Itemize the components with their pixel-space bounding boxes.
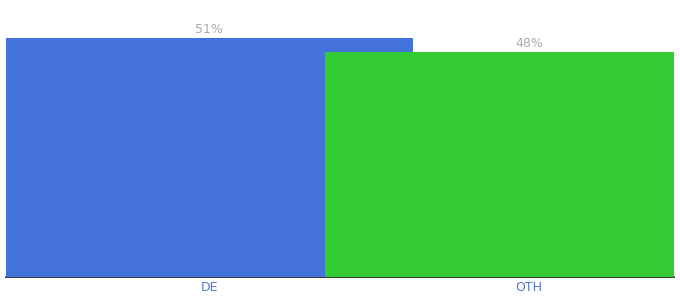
Bar xyxy=(326,52,680,277)
Text: 51%: 51% xyxy=(195,23,223,36)
Text: 48%: 48% xyxy=(515,37,543,50)
Bar xyxy=(5,38,413,277)
